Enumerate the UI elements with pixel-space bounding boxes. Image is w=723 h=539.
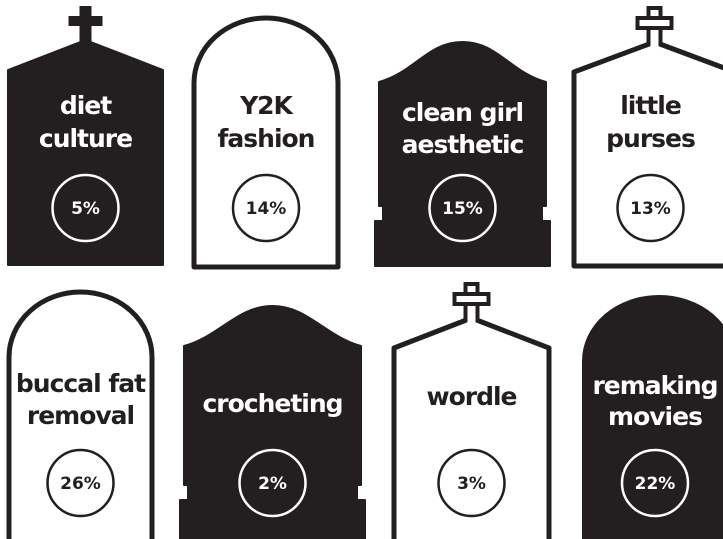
tombstone-label: culture: [39, 124, 132, 153]
tombstone-label: remaking: [592, 371, 717, 400]
tombstone-label: buccal fat: [16, 369, 146, 398]
tombstone-label: fashion: [218, 124, 315, 153]
tombstone-label: aesthetic: [402, 130, 524, 159]
percent-value: 13%: [630, 199, 671, 219]
tombstone-label: diet: [60, 91, 112, 120]
cross-horizontal: [69, 16, 103, 26]
cross-cover: [468, 312, 476, 324]
tombstone-label: Y2K: [239, 91, 294, 120]
percent-value: 15%: [442, 199, 483, 219]
percent-value: 14%: [246, 199, 287, 219]
tombstone-label: clean girl: [402, 98, 523, 127]
tombstone-label: movies: [608, 402, 702, 431]
cross-joint: [468, 296, 476, 302]
tombstone-label: crocheting: [202, 389, 342, 418]
tombstone-label: wordle: [426, 382, 516, 411]
graveyard-infographic: diet culture 5% Y2K fashion 14% clean girl aest…: [0, 0, 723, 539]
percent-value: 22%: [635, 474, 676, 494]
cross-joint: [651, 20, 659, 26]
tombstone-label: removal: [27, 401, 134, 430]
cross-cover: [651, 36, 659, 48]
tombstone: [574, 42, 723, 266]
tombstone-label: little: [620, 91, 681, 120]
tombstone: [180, 306, 365, 539]
tombstone-label: purses: [606, 124, 695, 153]
percent-value: 2%: [258, 474, 287, 494]
percent-value: 26%: [60, 474, 101, 494]
tombstone: [394, 318, 549, 539]
percent-value: 5%: [71, 199, 100, 219]
percent-value: 3%: [457, 474, 486, 494]
